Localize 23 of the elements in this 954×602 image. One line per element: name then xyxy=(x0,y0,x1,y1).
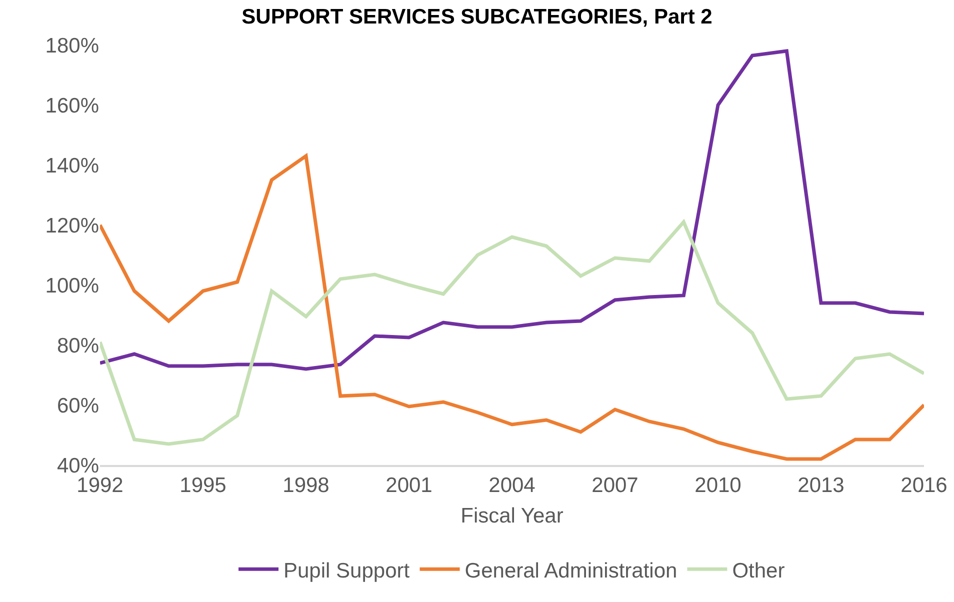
line-series xyxy=(100,49,924,371)
y-tick-label: 120% xyxy=(45,214,99,238)
y-tick-label: 100% xyxy=(45,274,99,298)
y-tick-label: 80% xyxy=(56,334,99,358)
x-tick-label: 2001 xyxy=(386,474,432,497)
x-tick-label: 1998 xyxy=(282,474,330,497)
x-tick-label: 1995 xyxy=(180,474,226,497)
x-tick-label: 2007 xyxy=(592,474,638,497)
x-tick-label: 2004 xyxy=(488,474,536,497)
x-tick-label: 2013 xyxy=(798,474,844,497)
x-axis-title: Fiscal Year xyxy=(460,504,564,528)
legend-label: Pupil Support xyxy=(284,559,410,582)
chart-title: SUPPORT SERVICES SUBCATEGORIES, Part 2 xyxy=(242,6,712,29)
line-series xyxy=(100,154,924,461)
legend-label: Other xyxy=(732,559,785,582)
x-tick-label: 2016 xyxy=(900,474,948,497)
y-tick-label: 60% xyxy=(56,394,99,418)
y-tick-label: 160% xyxy=(45,94,99,118)
y-tick-label: 180% xyxy=(45,34,99,58)
y-tick-label: 140% xyxy=(45,154,99,178)
x-tick-label: 2010 xyxy=(694,474,742,497)
line-series xyxy=(100,220,924,446)
legend-label: General Administration xyxy=(464,559,678,582)
